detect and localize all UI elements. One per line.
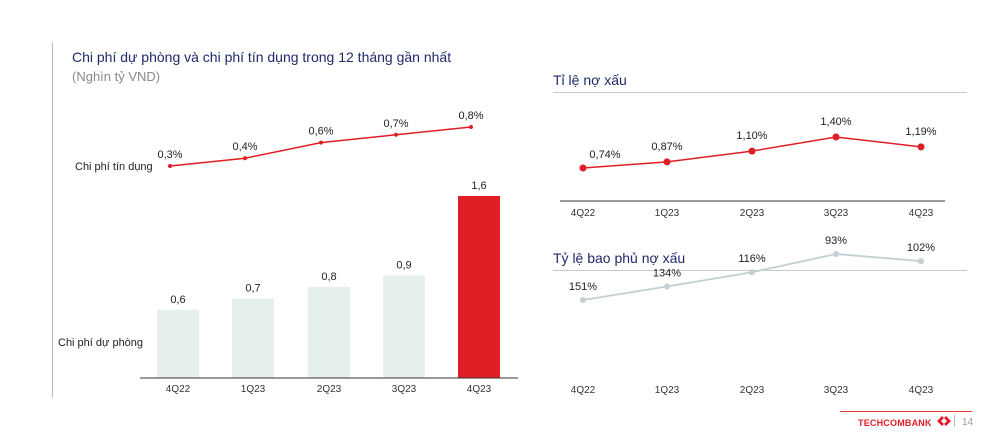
footer-line <box>840 411 972 412</box>
npl-coverage-point <box>749 269 755 276</box>
npl-coverage-x-tick: 4Q23 <box>909 385 934 396</box>
credit-cost-point <box>319 140 323 145</box>
credit-cost-label: 0,7% <box>383 118 408 130</box>
npl-ratio-point <box>579 164 587 172</box>
npl-ratio-point <box>917 143 925 151</box>
npl-ratio-title: Tỉ lệ nợ xấu <box>553 72 627 88</box>
npl-coverage-x-tick: 2Q23 <box>740 385 765 396</box>
credit-cost-label: 0,8% <box>458 110 483 122</box>
credit-cost-point <box>394 132 398 137</box>
npl-coverage-label: 151% <box>569 281 597 293</box>
brand-name: TECHCOMBANK <box>858 418 932 428</box>
provision-x-tick: 4Q22 <box>166 384 191 395</box>
npl-coverage-point <box>580 297 586 303</box>
npl-ratio-x-tick: 2Q23 <box>740 208 765 219</box>
provision-series-name: Chi phí dự phòng <box>58 337 143 349</box>
npl-coverage-x-tick: 3Q23 <box>824 385 849 396</box>
npl-coverage-point <box>918 258 924 265</box>
provision-bar-label: 0,7 <box>245 282 260 294</box>
npl-ratio-label: 0,74% <box>589 149 620 161</box>
credit-cost-label: 0,4% <box>232 141 257 153</box>
page-number: 14 <box>962 417 974 428</box>
npl-ratio-x-tick: 1Q23 <box>655 208 680 219</box>
credit-cost-label: 0,6% <box>308 126 333 138</box>
provision-x-tick: 4Q23 <box>467 384 492 395</box>
provision-bar-label: 0,9 <box>396 260 411 272</box>
provision-bar-label: 1,6 <box>471 180 486 192</box>
npl-ratio-label: 1,10% <box>736 130 767 142</box>
provision-bar <box>232 298 274 378</box>
npl-ratio-label: 0,87% <box>651 141 682 153</box>
npl-coverage-label: 102% <box>907 242 935 254</box>
provision-bar <box>458 196 500 378</box>
npl-ratio-point <box>748 147 756 155</box>
credit-cost-label: 0,3% <box>157 149 182 161</box>
npl-coverage-point <box>664 283 670 290</box>
npl-coverage-label: 116% <box>738 253 766 265</box>
npl-ratio-x-tick: 4Q23 <box>909 208 934 219</box>
credit-cost-series-name: Chi phí tín dụng <box>75 161 153 173</box>
provision-bar <box>383 275 425 378</box>
npl-ratio-label: 1,19% <box>905 126 936 138</box>
npl-ratio-point <box>663 158 671 166</box>
npl-coverage-x-tick: 1Q23 <box>655 385 680 396</box>
credit-cost-point <box>168 164 172 168</box>
provision-bar <box>308 287 350 378</box>
npl-coverage-label: 93% <box>825 235 847 247</box>
npl-ratio-x-tick: 3Q23 <box>824 208 849 219</box>
provision-x-tick: 3Q23 <box>392 384 417 395</box>
left-chart-title: Chi phí dự phòng và chi phí tín dụng tro… <box>72 49 452 65</box>
left-divider <box>52 42 53 398</box>
npl-coverage-title: Tỷ lệ bao phủ nợ xấu <box>553 250 686 266</box>
npl-coverage-point <box>833 251 839 257</box>
footer-separator <box>954 415 955 427</box>
left-chart-subtitle: (Nghìn tỷ VND) <box>72 69 161 84</box>
credit-cost-point <box>469 125 473 129</box>
provision-bar-label: 0,8 <box>321 271 336 283</box>
provision-x-tick: 1Q23 <box>241 384 266 395</box>
npl-ratio-label: 1,40% <box>820 116 851 128</box>
npl-ratio-x-tick: 4Q22 <box>571 208 596 219</box>
npl-ratio-point <box>832 133 840 141</box>
npl-ratio-rule <box>553 92 967 93</box>
techcombank-logo-icon <box>937 416 951 426</box>
npl-coverage-label: 134% <box>653 268 681 280</box>
credit-cost-point <box>243 156 247 161</box>
provision-bar-label: 0,6 <box>170 294 185 306</box>
provision-bar <box>157 309 199 378</box>
provision-x-tick: 2Q23 <box>317 384 342 395</box>
npl-coverage-x-tick: 4Q22 <box>571 385 596 396</box>
